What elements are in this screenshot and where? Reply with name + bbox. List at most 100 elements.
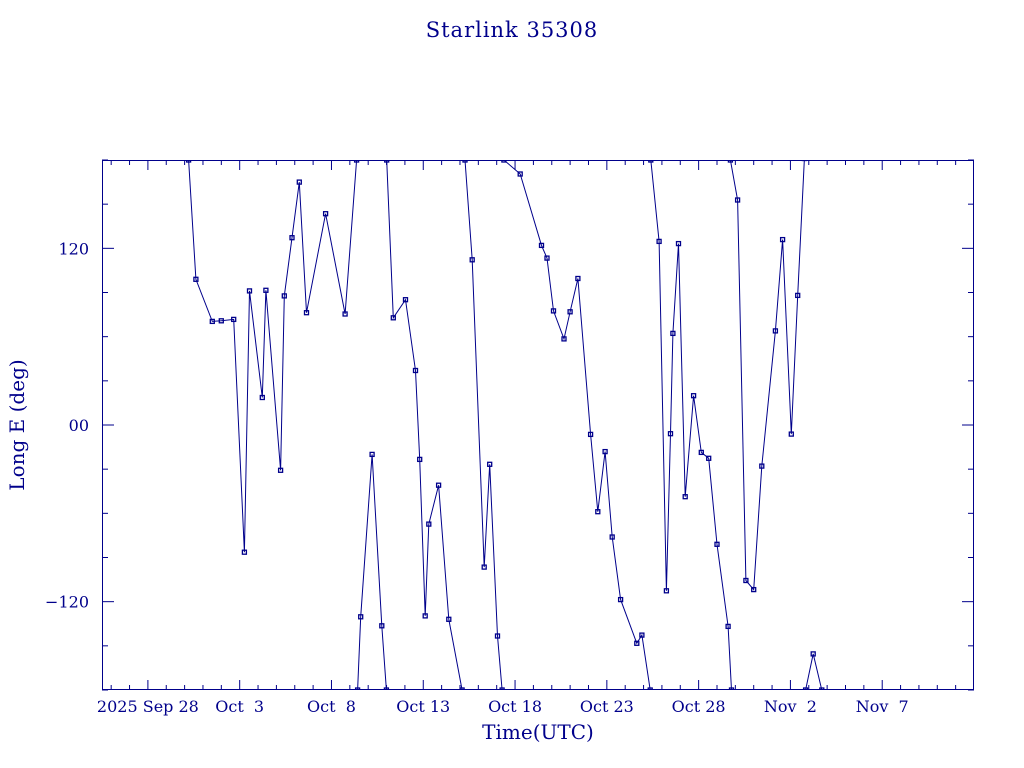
data-point [342, 311, 348, 317]
data-point [617, 596, 624, 603]
data-point [609, 534, 615, 540]
data-point [772, 328, 779, 334]
data-point [417, 456, 423, 463]
data-point [383, 687, 390, 690]
data-point [602, 448, 608, 455]
data-point [358, 614, 364, 620]
x-tick-label: 2025 Sep 28 [97, 697, 199, 716]
data-point [353, 160, 360, 163]
data-point [550, 308, 557, 314]
data-point [743, 577, 749, 584]
x-tick-label: Oct 3 [215, 697, 264, 716]
data-point [595, 509, 601, 515]
data-point [779, 236, 786, 243]
y-tick-label: 120 [58, 239, 89, 258]
data-point [561, 336, 567, 342]
data-point [494, 633, 501, 639]
series-line [729, 160, 805, 591]
data-point [246, 288, 253, 294]
x-tick-label: Nov 2 [764, 697, 817, 716]
data-point [647, 687, 653, 690]
y-axis: −120 00 120 [45, 159, 974, 691]
series-line [188, 160, 358, 553]
data-point [788, 431, 794, 437]
data-point [698, 449, 704, 456]
data-point [575, 275, 581, 282]
data-point [538, 242, 545, 249]
data-point [469, 257, 475, 263]
data-point [587, 431, 594, 438]
data-point [354, 687, 361, 690]
data-point [446, 616, 452, 622]
x-axis: 2025 Sep 28 Oct 3 Oct 8 Oct 13 Oct 18 Oct 23 O… [97, 160, 957, 716]
data-point [544, 255, 550, 261]
data-point [682, 494, 688, 500]
data-point [501, 160, 507, 163]
x-tick-label: Oct 8 [307, 697, 356, 716]
data-point [303, 310, 310, 316]
data-point [714, 541, 720, 547]
data-point [209, 318, 215, 325]
series-line [805, 653, 823, 690]
series-line [503, 160, 651, 690]
series-line [650, 160, 732, 690]
data-point [725, 623, 731, 630]
series-line [357, 454, 387, 690]
data-point [390, 315, 396, 321]
data-point [801, 160, 808, 162]
x-tick-label: Oct 13 [396, 697, 450, 716]
data-point [656, 238, 662, 245]
data-point [277, 467, 284, 473]
data-point [690, 393, 697, 399]
data-point [810, 651, 816, 657]
series-line [386, 160, 463, 690]
series-line [464, 160, 503, 690]
data-point [759, 463, 765, 469]
data-point [751, 586, 757, 593]
data-point [819, 687, 825, 690]
data-point [259, 394, 265, 401]
data-point [422, 613, 428, 619]
data-point [435, 482, 442, 488]
series-layer [185, 160, 825, 690]
data-point [296, 179, 302, 185]
y-tick-label: 00 [69, 416, 89, 435]
data-point [379, 623, 385, 629]
data-point [369, 451, 375, 458]
x-tick-label: Oct 23 [580, 697, 634, 716]
data-point [517, 171, 523, 177]
data-point [426, 521, 432, 527]
data-point [481, 564, 487, 570]
data-point [402, 297, 409, 303]
data-point [193, 276, 199, 282]
y-tick-label: −120 [45, 593, 89, 612]
data-point [218, 318, 224, 324]
data-point [670, 330, 676, 337]
data-point [459, 687, 465, 690]
data-point [263, 287, 269, 293]
data-point [289, 235, 295, 241]
data-point [487, 461, 493, 467]
data-point [727, 160, 734, 163]
plot-frame [102, 160, 974, 690]
data-point [499, 687, 505, 690]
data-point [648, 160, 654, 163]
data-point [281, 293, 287, 299]
data-point [241, 549, 248, 555]
data-point [802, 687, 809, 690]
chart-title: Starlink 35308 [426, 18, 599, 42]
data-point [384, 160, 390, 163]
data-point [667, 431, 674, 437]
data-point [231, 316, 237, 323]
x-tick-label: Nov 7 [856, 697, 909, 716]
data-point [322, 211, 329, 217]
data-point [634, 640, 640, 646]
data-point [795, 292, 801, 299]
x-axis-label: Time(UTC) [482, 720, 594, 744]
x-tick-label: Oct 18 [488, 697, 542, 716]
data-point [663, 588, 670, 594]
data-point [675, 240, 682, 247]
y-axis-label: Long E (deg) [5, 359, 29, 490]
data-point [706, 455, 712, 461]
